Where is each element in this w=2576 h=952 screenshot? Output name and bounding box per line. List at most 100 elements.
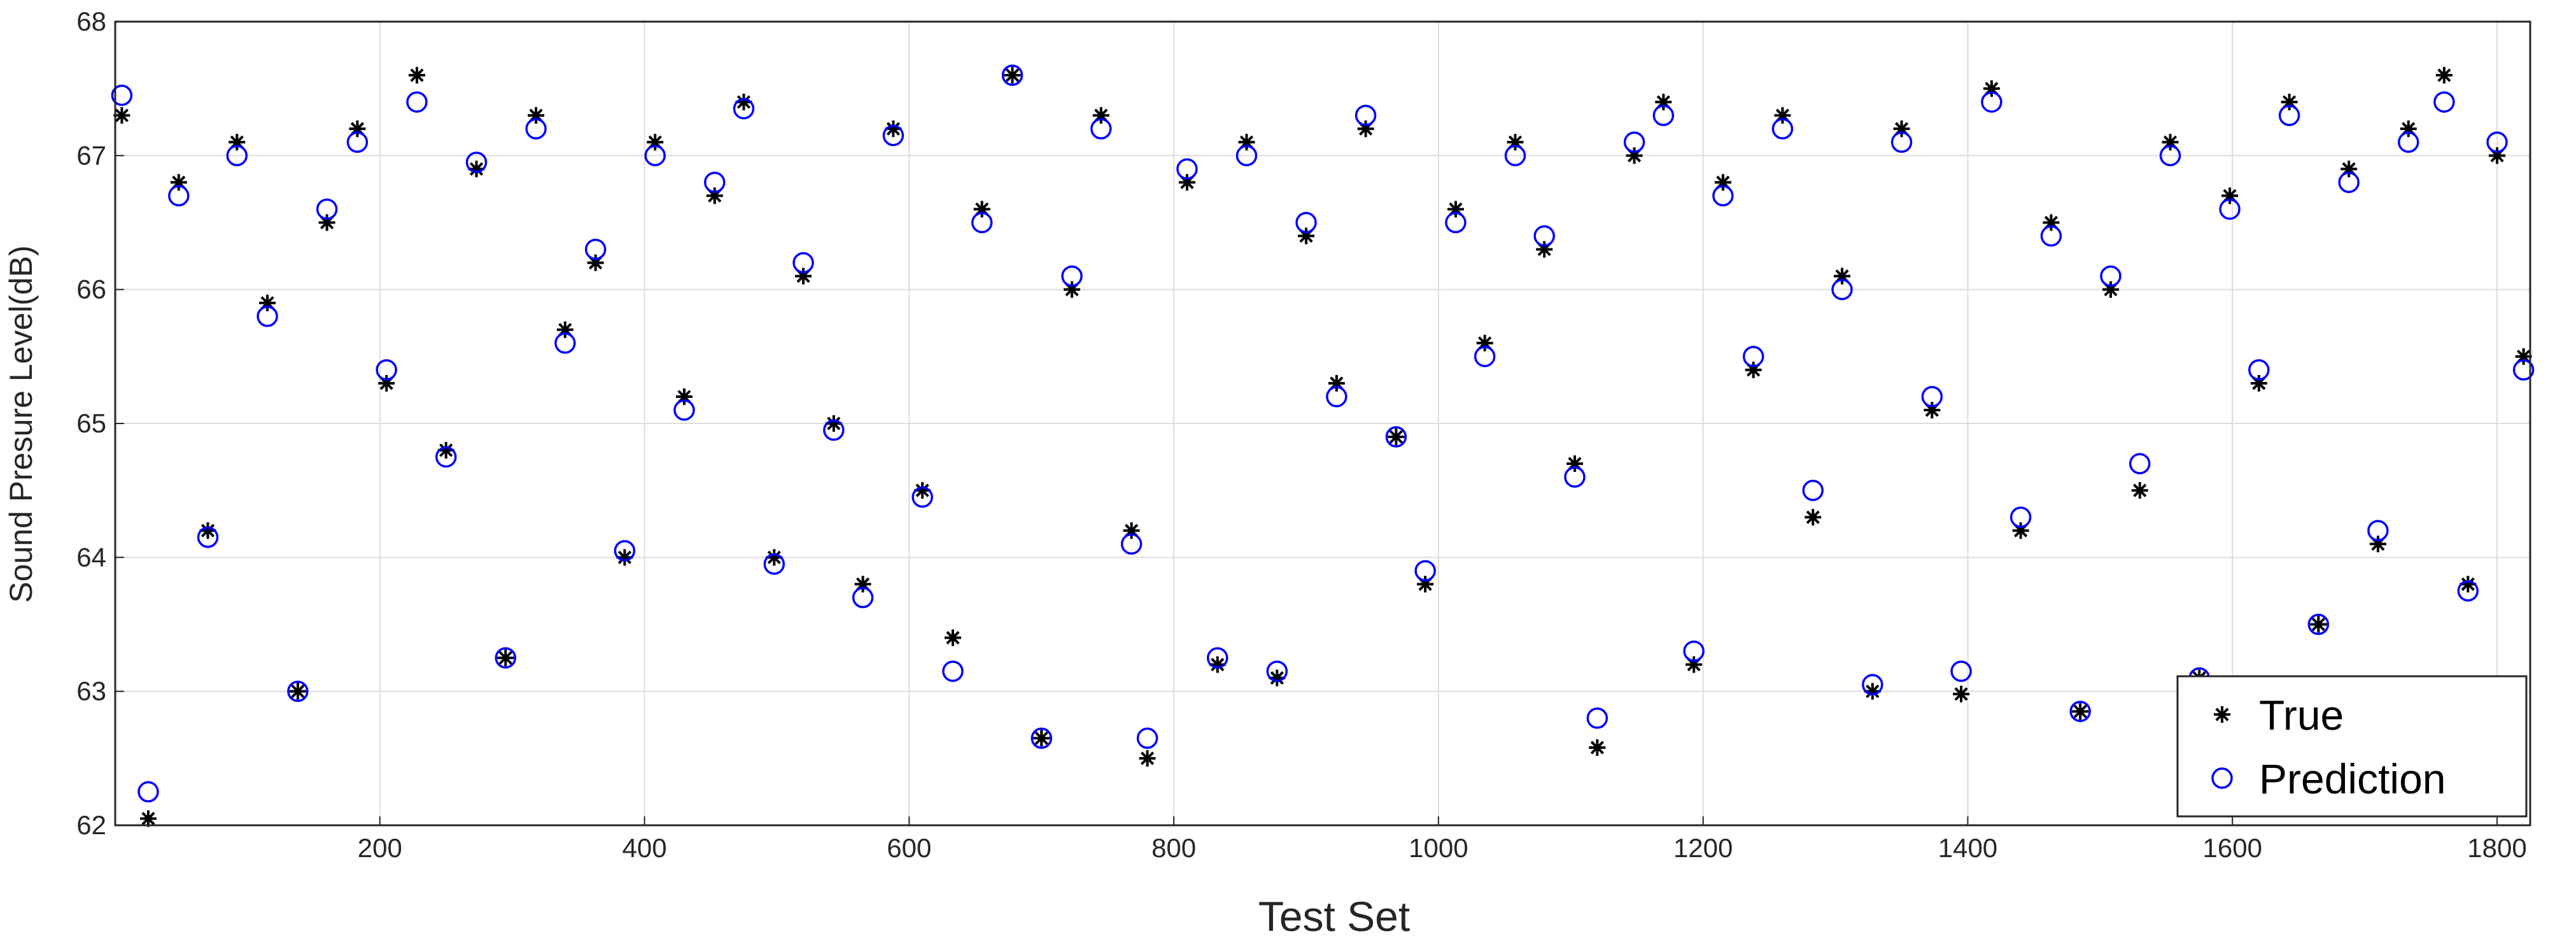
asterisk-marker <box>2131 482 2148 499</box>
asterisk-marker <box>1033 730 1050 747</box>
circle-marker <box>1385 426 1407 448</box>
circle-marker <box>2457 580 2479 602</box>
asterisk-marker <box>944 629 961 646</box>
circle-marker <box>554 332 576 354</box>
asterisk-marker <box>1953 685 1970 702</box>
asterisk-marker <box>408 67 425 84</box>
circle-marker <box>2219 198 2241 220</box>
circle-marker <box>1950 660 1972 682</box>
circle-marker <box>137 781 159 803</box>
circle-marker <box>1235 145 1258 167</box>
circle-marker <box>111 84 133 106</box>
asterisk-marker <box>1626 147 1643 164</box>
asterisk-marker <box>1298 227 1315 245</box>
circle-marker <box>1564 466 1586 488</box>
asterisk-marker <box>1139 750 1156 767</box>
y-axis-label: Sound Presure Level(dB) <box>3 245 39 602</box>
circle-marker <box>1136 727 1158 750</box>
asterisk-marker <box>2102 281 2119 298</box>
asterisk-marker <box>1178 174 1195 191</box>
x-tick-label: 1200 <box>1673 833 1733 863</box>
asterisk-marker <box>616 549 633 566</box>
y-tick-label: 65 <box>76 408 106 438</box>
circle-marker <box>435 446 457 468</box>
circle-marker <box>2009 506 2032 528</box>
circle-marker <box>703 171 726 194</box>
asterisk-marker <box>675 388 693 405</box>
circle-marker <box>226 145 248 167</box>
asterisk-marker <box>1566 455 1584 472</box>
asterisk-marker <box>1004 67 1021 84</box>
asterisk-marker <box>199 522 216 539</box>
circle-marker <box>792 252 814 274</box>
circle-marker <box>971 211 993 234</box>
legend-box <box>2176 675 2528 818</box>
circle-marker <box>644 145 666 167</box>
circle-marker <box>287 680 309 702</box>
circle-marker <box>1061 265 1083 287</box>
asterisk-marker <box>1983 80 2000 97</box>
asterisk-marker <box>528 107 545 124</box>
asterisk-marker <box>854 576 871 593</box>
asterisk-marker <box>1357 120 1374 138</box>
asterisk-marker <box>1388 429 1405 446</box>
asterisk-marker <box>2369 536 2386 553</box>
circle-marker <box>2486 131 2508 153</box>
circle-marker <box>2129 453 2151 474</box>
x-tick-label: 1400 <box>1938 833 1997 863</box>
x-tick-label: 200 <box>358 833 402 863</box>
asterisk-marker <box>1417 576 1434 593</box>
circle-marker <box>1586 707 1608 729</box>
asterisk-marker <box>2340 160 2358 178</box>
asterisk-marker <box>113 107 130 124</box>
asterisk-marker <box>1209 656 1226 673</box>
asterisk-marker <box>2435 67 2453 84</box>
circle-marker <box>1683 640 1705 662</box>
legend-marker <box>2214 706 2230 723</box>
asterisk-marker <box>795 267 812 285</box>
circle-marker <box>2248 359 2270 381</box>
circle-marker <box>1474 346 1496 367</box>
circle-marker <box>1295 211 1317 234</box>
asterisk-marker <box>1238 134 1255 151</box>
circle-marker <box>1623 131 1645 153</box>
asterisk-marker <box>647 134 664 151</box>
asterisk-marker <box>1655 94 1672 111</box>
circle-marker <box>2278 104 2300 126</box>
y-tick-label: 62 <box>76 810 106 840</box>
x-tick-label: 400 <box>623 833 667 863</box>
legend: True Prediction <box>2176 675 2528 818</box>
asterisk-marker <box>1805 509 1822 526</box>
asterisk-marker <box>1507 134 1524 151</box>
asterisk-marker <box>497 650 514 667</box>
circle-marker <box>1120 533 1143 555</box>
circle-marker <box>1771 118 1794 140</box>
asterisk-marker <box>556 321 574 338</box>
circle-marker <box>823 419 845 441</box>
asterisk-marker <box>2489 147 2506 164</box>
x-tick-label: 1800 <box>2467 833 2526 863</box>
asterisk-marker <box>1924 401 1941 418</box>
asterisk-marker <box>1745 361 1762 378</box>
circle-marker <box>1921 386 1943 408</box>
asterisk-marker <box>1714 174 1731 191</box>
circle-marker <box>1981 91 2002 113</box>
asterisk-marker <box>735 94 752 111</box>
circle-marker <box>406 91 428 113</box>
circle-marker <box>257 305 278 327</box>
circle-marker <box>525 118 547 140</box>
asterisk-marker <box>1536 241 1553 258</box>
circle-marker <box>1001 64 1024 86</box>
circle-marker <box>168 185 190 207</box>
asterisk-marker <box>2162 134 2179 151</box>
circle-marker <box>942 660 964 682</box>
circle-marker <box>1533 225 1555 247</box>
marks <box>111 64 2535 827</box>
circle-marker <box>852 586 874 609</box>
circle-marker <box>2100 265 2122 287</box>
circle-marker <box>1831 278 1853 301</box>
y-tick-label: 68 <box>76 6 106 36</box>
circle-marker <box>763 553 785 575</box>
circle-marker <box>2433 91 2455 113</box>
legend-label: True <box>2259 692 2344 739</box>
